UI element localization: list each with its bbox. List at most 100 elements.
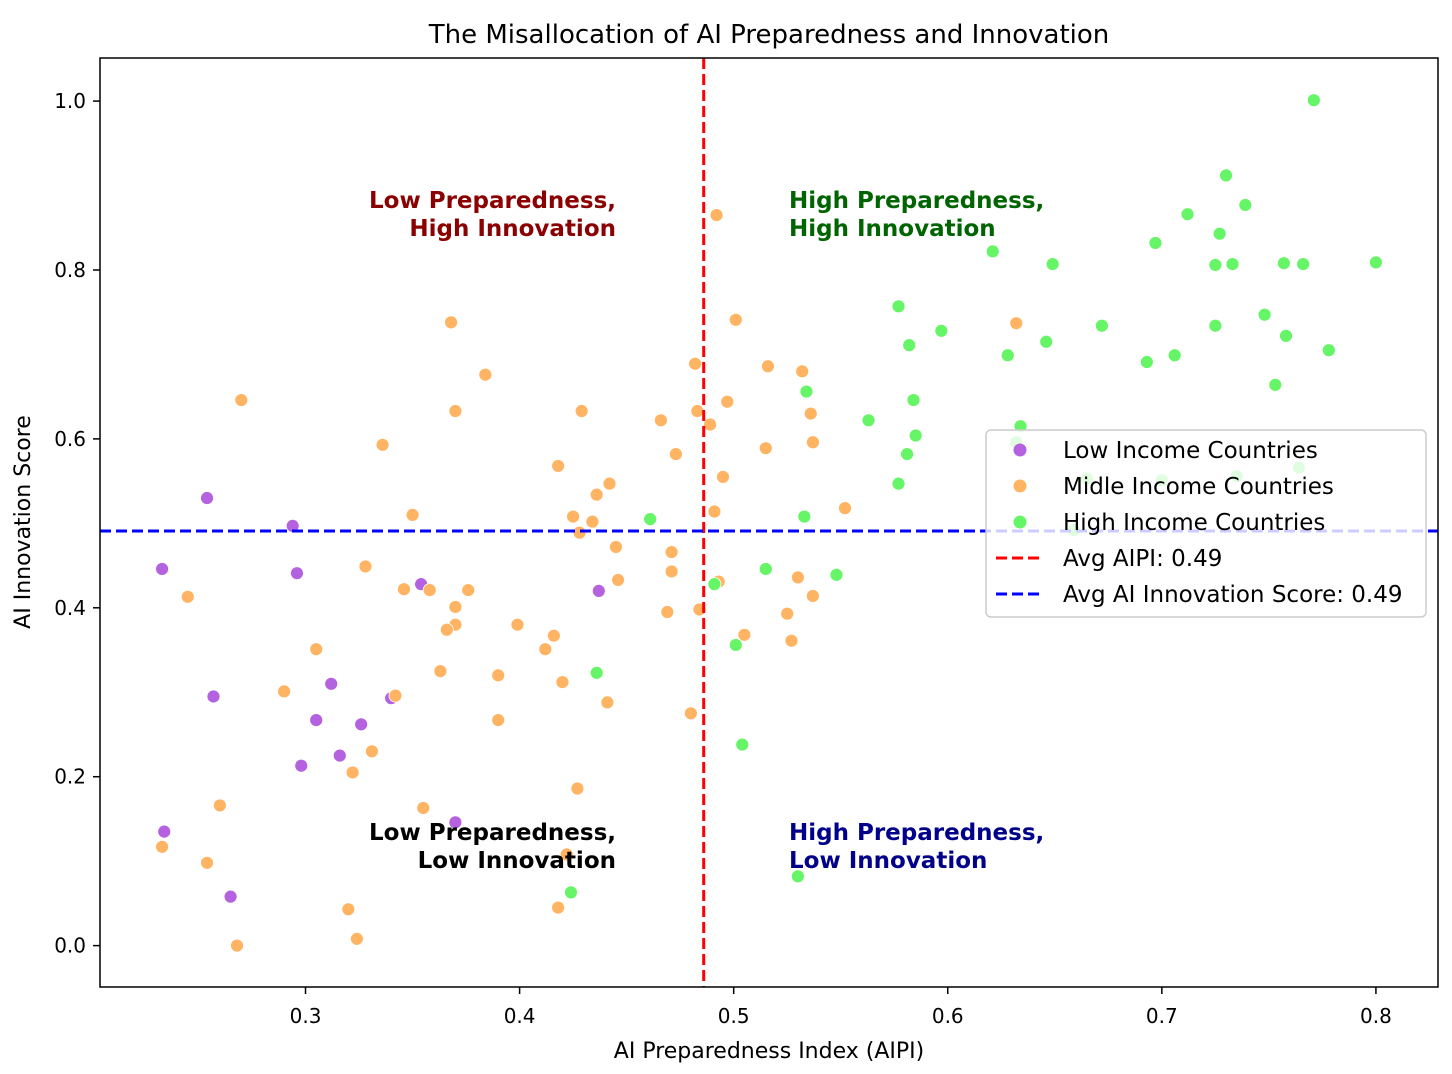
y-tick-label: 0.0: [54, 934, 86, 958]
data-point-high: [908, 428, 923, 443]
data-point-high: [1225, 257, 1240, 271]
data-point-middle: [1009, 316, 1024, 331]
data-point-low: [200, 491, 214, 505]
data-point-high: [564, 885, 578, 900]
annotation-top-right: High Innovation: [789, 216, 996, 242]
chart-title: The Misallocation of AI Preparedness and…: [428, 20, 1110, 50]
y-tick-label: 0.4: [54, 596, 86, 620]
data-point-middle: [416, 801, 431, 815]
data-point-low: [206, 689, 221, 704]
data-point-middle: [405, 507, 420, 522]
data-point-middle: [707, 504, 722, 519]
data-point-middle: [422, 583, 437, 597]
data-point-middle: [538, 642, 553, 657]
data-point-middle: [349, 931, 364, 946]
data-point-middle: [683, 706, 698, 721]
data-point-high: [1257, 307, 1272, 322]
data-point-low: [309, 713, 324, 728]
data-point-middle: [388, 688, 403, 703]
y-tick-label: 0.2: [54, 765, 86, 789]
data-point-high: [1167, 348, 1182, 363]
data-point-middle: [566, 509, 581, 524]
data-point-high: [891, 476, 906, 491]
data-point-middle: [444, 315, 458, 330]
data-point-low: [294, 758, 309, 773]
data-point-low: [448, 815, 463, 830]
data-point-high: [1039, 334, 1054, 349]
data-point-high: [1276, 256, 1291, 271]
x-tick-label: 0.5: [718, 1004, 750, 1028]
legend-marker: [1013, 443, 1027, 457]
legend-label: Avg AIPI: 0.49: [1063, 546, 1222, 572]
data-point-high: [758, 562, 773, 576]
annotation-bottom-left: Low Innovation: [418, 848, 616, 874]
data-point-low: [223, 889, 238, 904]
data-point-high: [1238, 198, 1253, 212]
data-point-middle: [230, 938, 244, 953]
data-point-high: [728, 638, 743, 652]
data-point-middle: [688, 356, 703, 371]
data-point-high: [1000, 348, 1015, 363]
x-axis-ticks: 0.3 0.4 0.5 0.6 0.7 0.8: [290, 987, 1392, 1028]
data-point-middle: [433, 664, 448, 679]
legend-marker: [1013, 515, 1027, 529]
data-point-middle: [309, 642, 324, 657]
legend-label: Low Income Countries: [1063, 438, 1318, 464]
data-point-middle: [570, 781, 585, 796]
data-point-middle: [546, 628, 561, 643]
x-tick-label: 0.3: [290, 1004, 322, 1028]
data-point-middle: [277, 684, 292, 699]
data-point-low: [155, 562, 169, 576]
data-point-middle: [600, 695, 615, 710]
data-point-high: [643, 512, 658, 527]
data-point-high: [891, 299, 906, 314]
data-point-high: [829, 567, 844, 582]
data-point-high: [1045, 257, 1060, 271]
x-tick-label: 0.6: [932, 1004, 964, 1028]
data-point-high: [791, 869, 805, 884]
data-point-middle: [795, 364, 810, 379]
data-point-middle: [602, 476, 617, 491]
data-point-high: [1212, 226, 1227, 241]
data-point-high: [797, 509, 812, 524]
annotation-top-right: High Preparedness,: [789, 188, 1044, 214]
data-point-middle: [585, 514, 600, 529]
data-point-middle: [234, 393, 249, 407]
data-point-high: [1279, 328, 1293, 343]
data-point-middle: [703, 417, 718, 432]
data-point-middle: [716, 469, 730, 484]
data-point-high: [1139, 355, 1154, 369]
data-point-middle: [803, 406, 818, 421]
data-point-middle: [551, 900, 566, 915]
data-point-low: [332, 748, 347, 763]
data-point-middle: [805, 435, 820, 450]
data-point-middle: [737, 627, 752, 642]
y-axis-ticks: 0.0 0.2 0.4 0.6 0.8 1.0: [54, 89, 100, 958]
y-tick-label: 1.0: [54, 89, 86, 113]
data-point-low: [290, 566, 304, 581]
annotation-bottom-left: Low Preparedness,: [369, 820, 616, 846]
data-point-high: [1208, 318, 1223, 333]
data-point-high: [1180, 207, 1195, 222]
data-point-high: [589, 665, 604, 680]
annotation-bottom-right: Low Innovation: [789, 848, 987, 874]
data-point-low: [591, 584, 606, 598]
data-point-middle: [572, 525, 587, 540]
data-point-low: [324, 676, 339, 691]
data-point-middle: [761, 359, 775, 374]
data-point-middle: [660, 605, 675, 619]
data-point-middle: [341, 902, 356, 917]
data-point-middle: [611, 573, 625, 587]
data-point-middle: [709, 208, 724, 222]
data-point-middle: [784, 633, 799, 648]
legend-label: High Income Countries: [1063, 510, 1325, 536]
data-point-high: [900, 447, 914, 461]
data-point-high: [902, 338, 917, 353]
x-tick-label: 0.8: [1360, 1004, 1392, 1028]
data-point-middle: [461, 583, 476, 597]
y-tick-label: 0.8: [54, 258, 86, 282]
data-point-high: [1296, 257, 1311, 271]
data-point-middle: [559, 847, 574, 862]
